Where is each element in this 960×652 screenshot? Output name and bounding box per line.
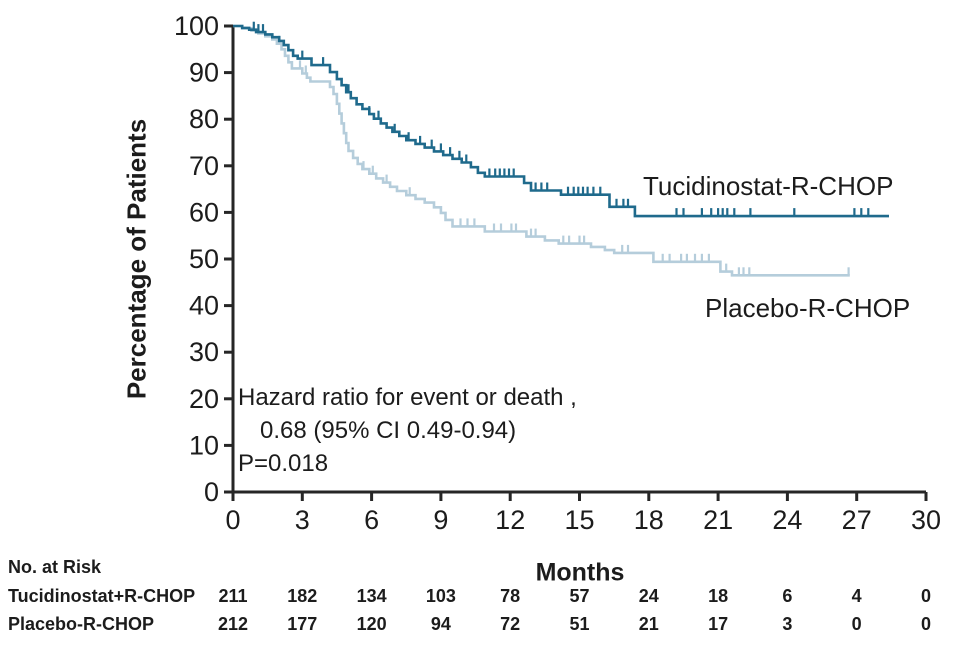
risk-count: 3 — [782, 614, 793, 634]
risk-row-label: Placebo-R-CHOP — [8, 614, 155, 634]
annotation-line-3: P=0.018 — [238, 450, 329, 477]
risk-count: 4 — [851, 586, 862, 606]
y-axis-title: Percentage of Patients — [121, 118, 152, 400]
risk-count: 78 — [500, 586, 521, 606]
x-tick-label: 30 — [911, 505, 941, 535]
risk-count: 72 — [500, 614, 521, 634]
risk-count: 211 — [218, 586, 248, 606]
risk-row-tucidinostat: Tucidinostat+R-CHOP 211 182 134 103 78 57 24 18… — [0, 586, 960, 608]
y-tick-label: 80 — [189, 104, 219, 134]
y-tick-label: 90 — [189, 58, 219, 88]
x-tick-label: 6 — [364, 505, 379, 535]
x-tick-label: 15 — [564, 505, 594, 535]
risk-count: 120 — [356, 614, 387, 634]
hazard-ratio-annotation: Hazard ratio for event or death , 0.68 (… — [238, 381, 577, 480]
x-tick-label: 21 — [703, 505, 733, 535]
risk-count: 57 — [569, 586, 590, 606]
risk-row-placebo: Placebo-R-CHOP 212 177 120 94 72 51 21 17 3 0 0 — [0, 614, 960, 636]
risk-count: 0 — [920, 586, 932, 606]
curve-tucidinostat — [233, 24, 889, 218]
risk-count: 0 — [920, 614, 932, 634]
y-tick-label: 50 — [189, 244, 219, 274]
risk-count: 18 — [708, 586, 729, 606]
x-tick-label: 12 — [495, 505, 525, 535]
y-tick-label: 10 — [189, 430, 219, 460]
x-tick-label: 18 — [634, 505, 664, 535]
risk-count: 212 — [217, 614, 249, 634]
risk-count: 177 — [287, 614, 318, 634]
y-tick-label: 20 — [189, 384, 219, 414]
y-tick-label: 100 — [174, 11, 219, 41]
y-tick-label: 30 — [189, 337, 219, 367]
risk-count: 182 — [287, 586, 318, 606]
y-tick-label: 40 — [189, 291, 219, 321]
risk-count: 17 — [708, 614, 729, 634]
x-tick-label: 27 — [842, 505, 872, 535]
risk-count: 0 — [851, 614, 862, 634]
curve-label-placebo: Placebo-R-CHOP — [705, 293, 911, 323]
risk-count: 6 — [782, 586, 793, 606]
curve-label-tucidinostat: Tucidinostat-R-CHOP — [643, 171, 894, 201]
x-tick-label: 0 — [225, 505, 240, 535]
annotation-line-2: 0.68 (95% CI 0.49-0.94) — [260, 417, 517, 444]
x-tick-label: 9 — [433, 505, 448, 535]
risk-count: 21 — [638, 614, 659, 634]
y-tick-label: 70 — [189, 151, 219, 181]
risk-row-label: Tucidinostat+R-CHOP — [8, 586, 196, 606]
risk-count: 94 — [430, 614, 451, 634]
x-axis-title: Months — [535, 558, 625, 587]
risk-count: 134 — [356, 586, 387, 606]
y-tick-label: 0 — [204, 477, 219, 507]
risk-count: 24 — [638, 586, 659, 606]
risk-count: 51 — [569, 614, 590, 634]
y-tick-label: 60 — [189, 197, 219, 227]
curve-placebo — [233, 24, 850, 277]
x-tick-label: 24 — [772, 505, 802, 535]
x-tick-label: 3 — [295, 505, 310, 535]
annotation-line-1: Hazard ratio for event or death , — [238, 384, 577, 411]
risk-table-title: No. at Risk — [8, 557, 102, 577]
risk-count: 103 — [425, 586, 456, 606]
